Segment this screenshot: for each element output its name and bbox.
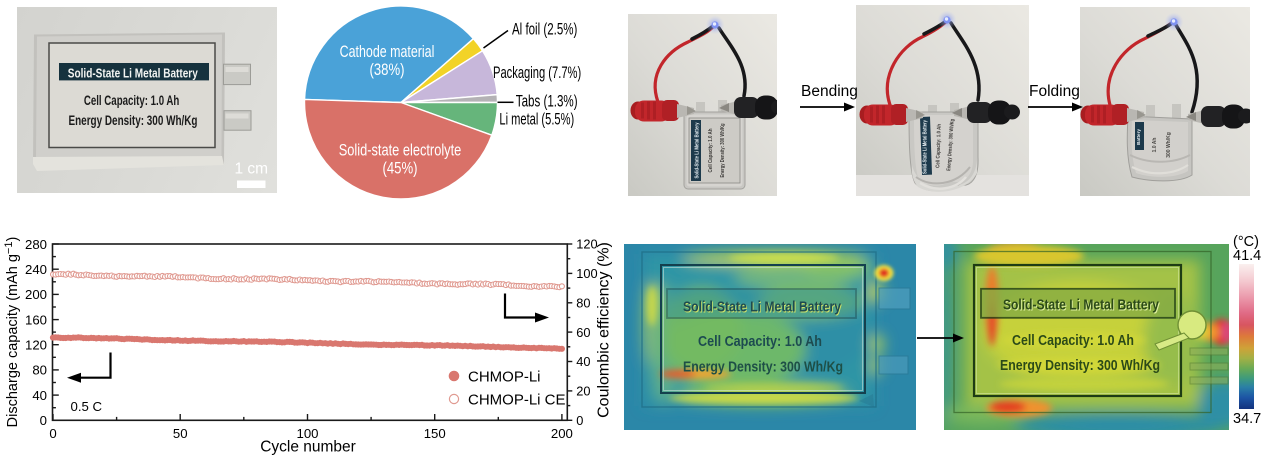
svg-text:50: 50 <box>173 426 188 441</box>
svg-text:Cell Capacity: 1.0 Ah: Cell Capacity: 1.0 Ah <box>84 93 180 108</box>
svg-text:Cell Capacity: 1.0 Ah: Cell Capacity: 1.0 Ah <box>935 124 943 168</box>
svg-text:200: 200 <box>25 287 47 302</box>
svg-text:Solid-state electrolyte: Solid-state electrolyte <box>339 142 462 160</box>
svg-text:200: 200 <box>551 426 573 441</box>
svg-text:Energy Density: 300 Wh/Kg: Energy Density: 300 Wh/Kg <box>946 119 956 171</box>
svg-text:Energy Density: 300 Wh/Kg: Energy Density: 300 Wh/Kg <box>720 124 726 178</box>
svg-text:1 cm: 1 cm <box>235 161 269 178</box>
svg-text:0: 0 <box>576 413 583 428</box>
svg-text:Cell Capacity: 1.0 Ah: Cell Capacity: 1.0 Ah <box>698 334 822 350</box>
svg-text:Solid-State Li Metal Battery: Solid-State Li Metal Battery <box>695 122 701 178</box>
svg-text:0: 0 <box>40 413 47 428</box>
svg-text:Cell Capacity: 1.0 Ah: Cell Capacity: 1.0 Ah <box>708 129 714 173</box>
svg-text:CHMOP-Li CE: CHMOP-Li CE <box>468 391 566 408</box>
svg-text:Energy Density: 300 Wh/Kg: Energy Density: 300 Wh/Kg <box>1000 358 1160 374</box>
svg-text:40: 40 <box>576 354 590 369</box>
svg-text:160: 160 <box>25 312 47 327</box>
svg-text:Solid-State Li Metal Battery: Solid-State Li Metal Battery <box>923 120 929 174</box>
svg-text:Li metal (5.5%): Li metal (5.5%) <box>499 111 574 129</box>
svg-text:Energy Density: 300 Wh/Kg: Energy Density: 300 Wh/Kg <box>683 359 843 375</box>
svg-text:100: 100 <box>296 426 318 441</box>
svg-text:Cathode material: Cathode material <box>340 43 435 61</box>
svg-text:20: 20 <box>576 384 590 399</box>
svg-text:Cell Capacity: 1.0 Ah: Cell Capacity: 1.0 Ah <box>1012 333 1134 349</box>
svg-text:Solid-State Li Metal Battery: Solid-State Li Metal Battery <box>684 300 842 316</box>
svg-text:80: 80 <box>32 363 47 378</box>
svg-text:Battery: Battery <box>1136 129 1141 145</box>
svg-text:Coulombic efficiency (%): Coulombic efficiency (%) <box>596 242 613 418</box>
svg-text:(45%): (45%) <box>383 160 418 178</box>
svg-text:Energy Density: 300 Wh/Kg: Energy Density: 300 Wh/Kg <box>69 113 198 128</box>
svg-text:Al foil (2.5%): Al foil (2.5%) <box>512 21 577 39</box>
svg-text:80: 80 <box>576 295 590 310</box>
svg-text:100: 100 <box>576 266 597 281</box>
svg-text:(38%): (38%) <box>370 61 405 79</box>
svg-text:Solid-State Li Metal Battery: Solid-State Li Metal Battery <box>1004 298 1160 314</box>
svg-text:0: 0 <box>49 426 56 441</box>
svg-text:Cycle number: Cycle number <box>260 439 356 456</box>
svg-text:150: 150 <box>424 426 446 441</box>
svg-text:CHMOP-Li: CHMOP-Li <box>468 368 541 385</box>
svg-text:280: 280 <box>25 237 47 252</box>
svg-text:240: 240 <box>25 262 47 277</box>
svg-text:Solid-State Li Metal Battery: Solid-State Li Metal Battery <box>683 300 841 316</box>
svg-text:0.5 C: 0.5 C <box>71 399 103 414</box>
svg-text:40: 40 <box>32 388 47 403</box>
svg-text:Solid-State Li Metal Battery: Solid-State Li Metal Battery <box>1003 298 1159 314</box>
svg-text:120: 120 <box>25 338 47 353</box>
svg-text:300 Wh/Kg: 300 Wh/Kg <box>1166 132 1172 158</box>
svg-text:Solid-State Li Metal Battery: Solid-State Li Metal Battery <box>68 65 199 80</box>
svg-text:60: 60 <box>576 325 590 340</box>
svg-text:Tabs (1.3%): Tabs (1.3%) <box>516 93 578 111</box>
svg-text:Packaging (7.7%): Packaging (7.7%) <box>493 64 581 82</box>
svg-text:Discharge capacity (mAh g−1): Discharge capacity (mAh g−1) <box>3 237 21 428</box>
svg-text:120: 120 <box>576 237 597 252</box>
svg-text:1.0 Ah: 1.0 Ah <box>1152 138 1158 153</box>
